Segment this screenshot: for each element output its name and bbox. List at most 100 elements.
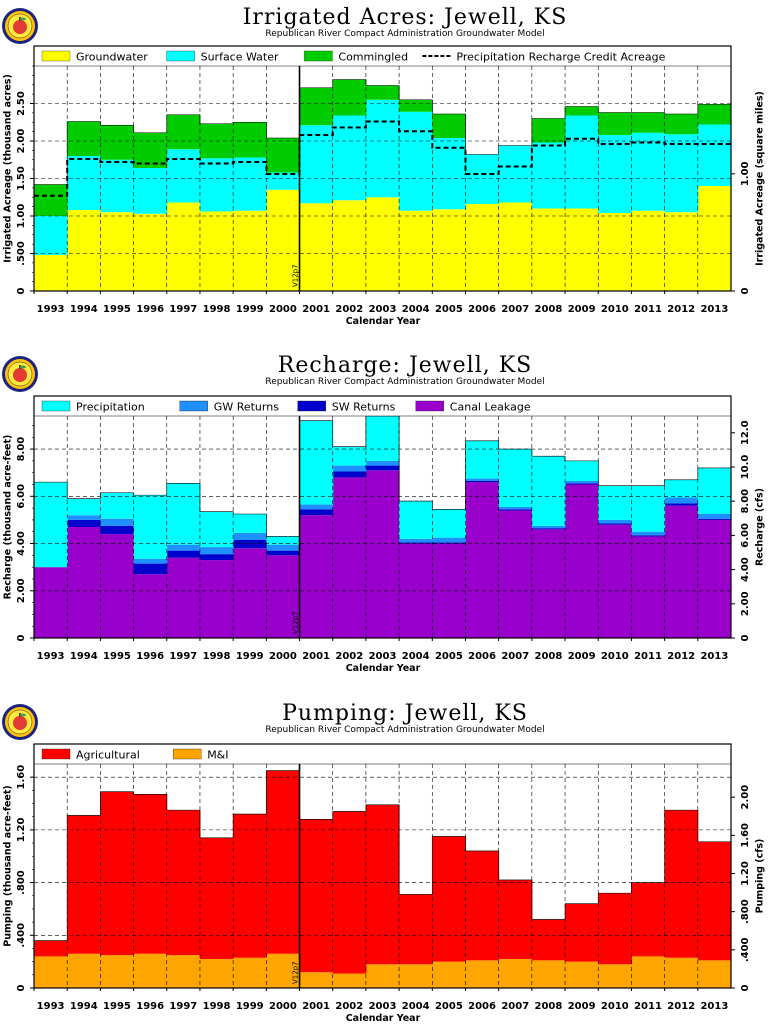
stack-outline [34,770,731,941]
chart-subtitle: Republican River Compact Administration … [265,29,544,39]
bar-surface-water-2002 [332,115,367,201]
bar-precipitation-2005 [432,509,466,538]
bar-precipitation-2002 [332,446,367,466]
bar-canal-leakage-2010 [598,524,632,638]
version-marker-label: V12p7 [292,961,300,984]
bar-surface-water-2006 [465,154,500,204]
plot-frame [33,395,732,639]
bar-groundwater-2013 [697,186,732,291]
bar-agricultural-2012 [664,810,699,958]
y-axis-right-label: Irrigated Acreage (square miles) [755,91,766,266]
bar-surface-water-2001 [299,125,334,204]
bar-surface-water-1997 [166,149,201,203]
legend-label-1: M&I [207,749,228,762]
bar-canal-leakage-1998 [199,560,234,638]
bar-m-i-2001 [299,972,334,988]
xtick-label-1993: 1993 [37,304,65,315]
ytick-label-2: 1.00 [16,204,27,229]
xtick-label-2004: 2004 [402,1001,430,1012]
bar-surface-water-1996 [133,168,168,214]
bar-m-i-2002 [332,973,367,988]
bar-gw-returns-2004 [399,538,433,543]
ytick-label-1: 2.00 [16,578,27,603]
bar-groundwater-2009 [565,208,599,291]
bar-m-i-2004 [399,964,433,988]
legend-swatch-2 [304,50,333,62]
bar-groundwater-1993 [34,255,68,291]
xtick-label-2009: 2009 [568,304,596,315]
bar-agricultural-2003 [365,804,400,965]
ytick-label-2: .800 [16,870,27,895]
legend-label-3: Precipitation Recharge Credit Acreage [456,51,665,64]
apple-icon [13,716,27,730]
bar-gw-returns-1998 [199,547,234,555]
legend-label-3: Canal Leakage [450,401,531,414]
bar-gw-returns-2011 [631,531,666,536]
apple-icon [13,20,27,34]
bar-precipitation-2011 [631,485,666,532]
bar-commingled-1993 [34,184,68,216]
bar-m-i-2010 [598,964,632,988]
xtick-label-2001: 2001 [302,304,330,315]
legend-label-1: GW Returns [214,401,279,414]
bar-commingled-2011 [631,112,666,133]
ytick-label-0: 0 [16,287,27,294]
bar-sw-returns-2005 [432,542,466,544]
bar-surface-water-2003 [365,99,400,198]
bar-sw-returns-2002 [332,471,367,478]
bar-agricultural-2001 [299,819,334,973]
bar-sw-returns-1996 [133,563,168,575]
bar-m-i-2011 [631,956,666,988]
bar-agricultural-1996 [133,794,168,954]
bar-surface-water-1999 [233,157,267,211]
bar-precipitation-2007 [498,449,533,507]
bar-surface-water-2011 [631,132,666,211]
bar-precipitation-2006 [465,440,500,479]
xtick-label-2000: 2000 [269,1001,297,1012]
ytick-right-label-1: 1.00 [740,161,751,186]
bar-agricultural-1998 [199,837,234,960]
bar-agricultural-2005 [432,836,466,962]
x-axis-label: Calendar Year [346,1013,421,1024]
bar-commingled-2000 [266,138,301,173]
bar-surface-water-2008 [531,142,566,209]
bar-gw-returns-2006 [465,478,500,481]
bar-agricultural-1993 [34,940,68,957]
apple-icon [13,368,27,382]
xtick-label-1999: 1999 [236,304,264,315]
bar-precipitation-1999 [233,514,267,533]
logo-seal [2,356,38,392]
bar-commingled-2004 [399,99,433,112]
bar-commingled-1999 [233,122,267,158]
bar-surface-water-1993 [34,216,68,255]
xtick-label-1994: 1994 [70,304,98,315]
bar-m-i-2008 [531,960,566,988]
bar-gw-returns-2002 [332,465,367,472]
legend-swatch-1 [179,400,208,412]
xtick-label-1994: 1994 [70,1001,98,1012]
bar-canal-leakage-2008 [531,529,566,638]
xtick-label-2007: 2007 [501,304,529,315]
xtick-label-2006: 2006 [468,1001,496,1012]
legend-band [34,396,731,416]
bar-commingled-2005 [432,114,466,138]
bar-commingled-2010 [598,112,632,135]
xtick-label-1993: 1993 [37,651,65,662]
bar-m-i-2009 [565,961,599,988]
ytick-right-label-5: 2.00 [740,785,751,810]
xtick-label-1997: 1997 [169,1001,197,1012]
bar-groundwater-1997 [166,202,201,291]
bar-commingled-2003 [365,85,400,100]
xtick-label-1995: 1995 [103,1001,131,1012]
ytick-label-1: .500 [16,241,27,266]
bar-agricultural-2008 [531,919,566,961]
bar-precipitation-1993 [34,482,68,568]
x-axis-label: Calendar Year [346,316,421,327]
bar-groundwater-2003 [365,197,400,291]
bar-precipitation-2012 [664,479,699,498]
legend-label-2: SW Returns [332,401,396,414]
y-axis-right-label: Pumping (cfs) [755,839,766,914]
xtick-label-2010: 2010 [601,1001,629,1012]
bar-agricultural-2011 [631,882,666,957]
apple-leaf-icon [20,365,26,369]
